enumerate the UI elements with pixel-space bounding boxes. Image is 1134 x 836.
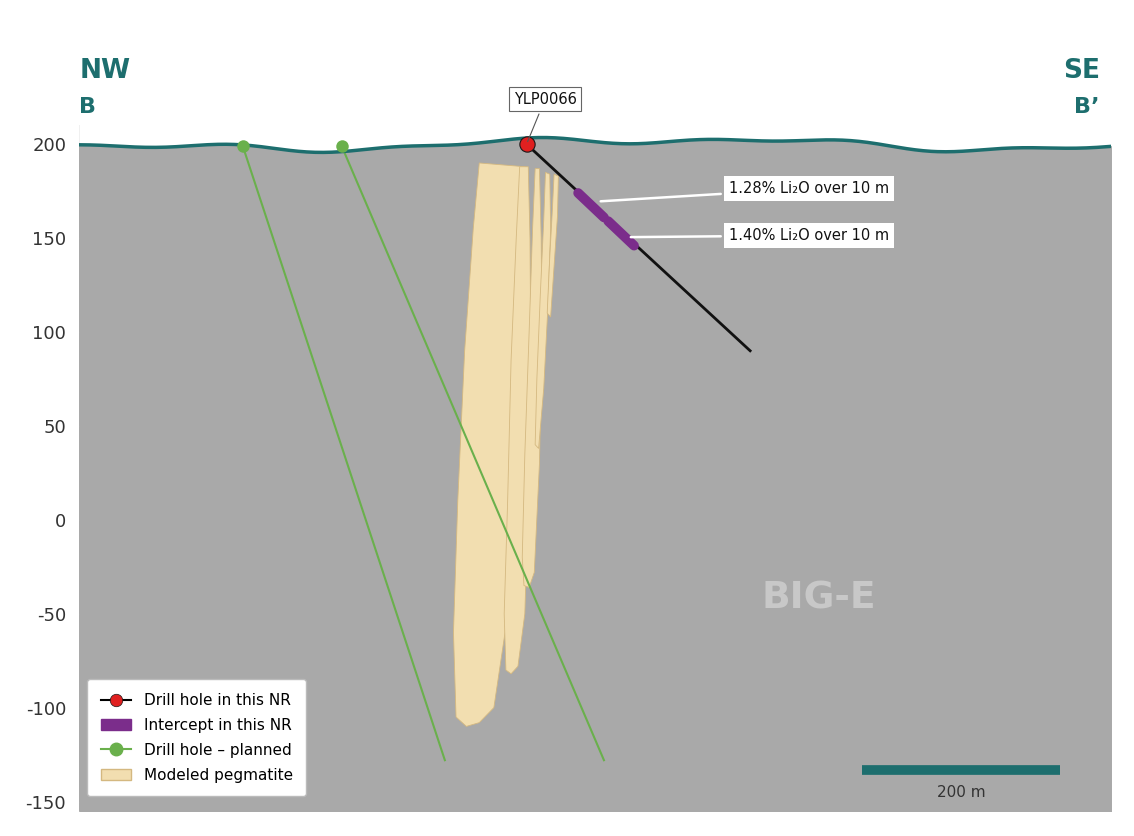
Text: B’: B’ bbox=[1075, 97, 1100, 117]
Polygon shape bbox=[548, 174, 558, 317]
Polygon shape bbox=[535, 172, 551, 448]
Text: SE: SE bbox=[1063, 58, 1100, 84]
Text: BIG-E: BIG-E bbox=[762, 581, 877, 617]
Polygon shape bbox=[505, 166, 531, 674]
Polygon shape bbox=[523, 169, 542, 588]
Text: NW: NW bbox=[79, 58, 130, 84]
Text: 1.28% Li₂O over 10 m: 1.28% Li₂O over 10 m bbox=[601, 181, 889, 201]
Legend: Drill hole in this NR, Intercept in this NR, Drill hole – planned, Modeled pegma: Drill hole in this NR, Intercept in this… bbox=[87, 679, 306, 797]
Polygon shape bbox=[454, 163, 525, 726]
Text: 200 m: 200 m bbox=[937, 785, 985, 799]
Text: 1.40% Li₂O over 10 m: 1.40% Li₂O over 10 m bbox=[631, 228, 889, 243]
Text: B: B bbox=[79, 97, 96, 117]
Text: YLP0066: YLP0066 bbox=[514, 92, 576, 141]
